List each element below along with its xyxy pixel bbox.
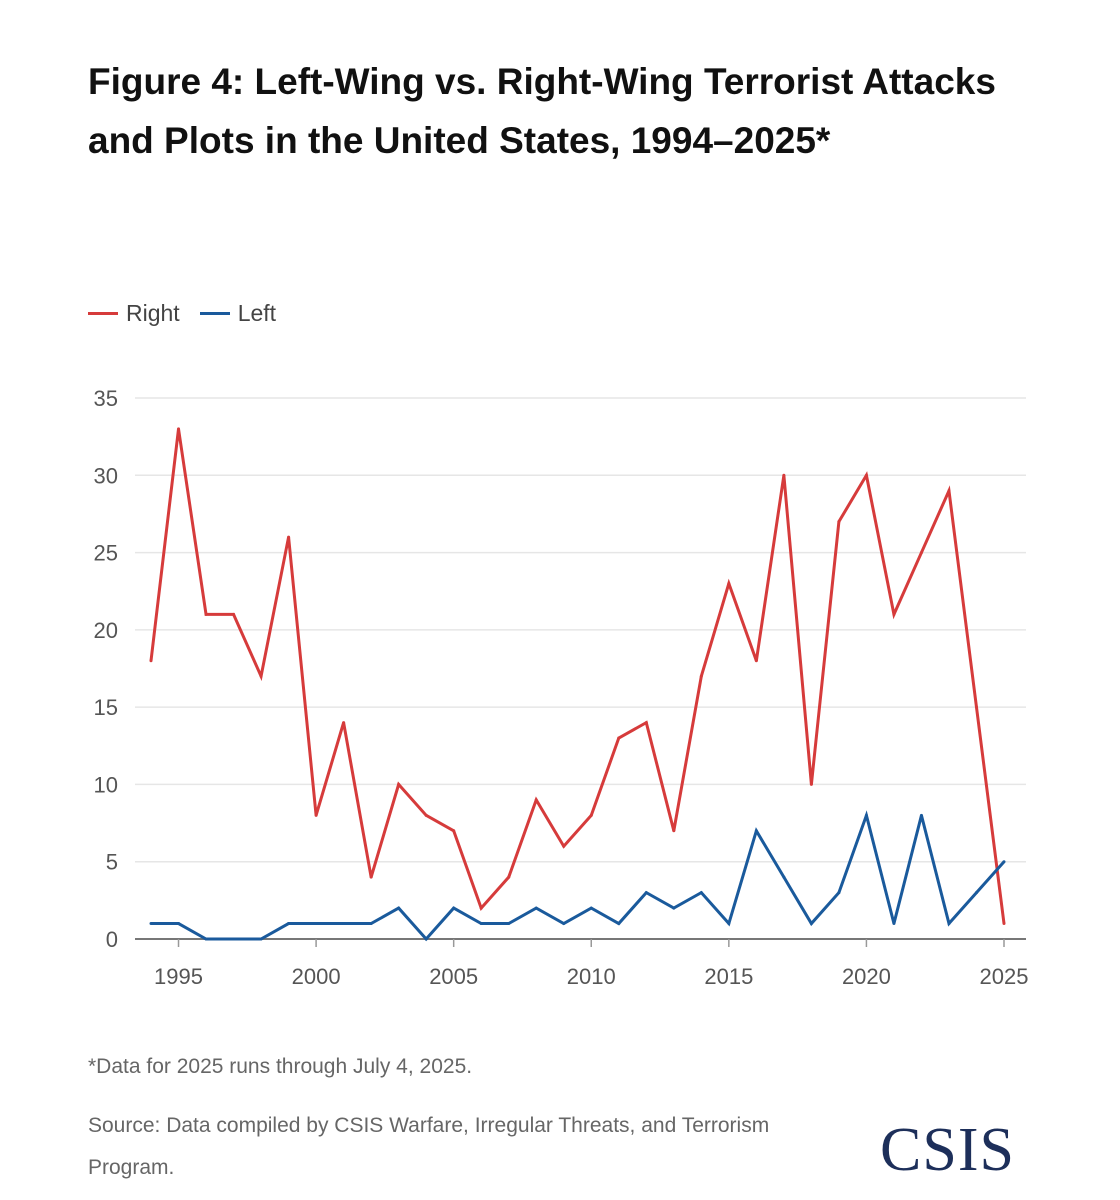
data-point-right (342, 721, 346, 725)
data-point-left (947, 922, 951, 926)
chart-title: Figure 4: Left-Wing vs. Right-Wing Terro… (88, 61, 996, 161)
y-tick-label: 10 (94, 772, 118, 797)
data-point-left (204, 937, 208, 941)
series-line-left (151, 810, 1006, 942)
data-point-left (672, 906, 676, 910)
data-point-left (397, 906, 401, 910)
data-point-left (534, 906, 538, 910)
legend-item-left: Left (199, 300, 277, 327)
data-point-right (149, 659, 153, 663)
data-point-right (782, 473, 786, 477)
y-tick-label: 20 (94, 618, 118, 643)
data-point-left (864, 813, 868, 817)
data-point-left (424, 937, 428, 941)
data-point-right (479, 906, 483, 910)
data-point-right (424, 813, 428, 817)
x-tick-label: 2015 (704, 964, 753, 989)
legend-label-right: Right (126, 300, 180, 326)
data-point-left (479, 922, 483, 926)
data-point-left (617, 922, 621, 926)
data-point-left (727, 922, 731, 926)
data-point-right (369, 875, 373, 879)
data-point-right (892, 612, 896, 616)
data-point-left (314, 922, 318, 926)
y-tick-label: 35 (94, 386, 118, 411)
data-point-right (562, 844, 566, 848)
csis-logo: CSIS (880, 1116, 1015, 1184)
footnote: *Data for 2025 runs through July 4, 2025… (88, 1055, 473, 1078)
data-point-right (314, 813, 318, 817)
data-point-left (177, 922, 181, 926)
data-point-right (397, 782, 401, 786)
data-point-left (837, 891, 841, 895)
data-point-right (837, 520, 841, 524)
series-line-right (149, 428, 1006, 924)
data-point-left (287, 922, 291, 926)
data-point-right (672, 829, 676, 833)
data-point-right (864, 473, 868, 477)
data-point-left (754, 829, 758, 833)
legend-swatch-right (88, 312, 118, 315)
data-point-left (919, 813, 923, 817)
data-point-right (919, 551, 923, 555)
y-tick-label: 30 (94, 463, 118, 488)
data-point-right (754, 659, 758, 663)
data-point-left (782, 875, 786, 879)
data-point-left (589, 906, 593, 910)
data-point-right (1002, 922, 1006, 926)
data-point-right (947, 489, 951, 493)
data-point-right (534, 798, 538, 802)
data-point-left (699, 891, 703, 895)
x-tick-label: 2010 (567, 964, 616, 989)
data-point-right (204, 612, 208, 616)
data-point-left (562, 922, 566, 926)
legend-swatch-left (199, 312, 230, 315)
data-point-left (1002, 860, 1006, 864)
data-point-left (342, 922, 346, 926)
y-tick-label: 25 (94, 541, 118, 566)
legend-label-left: Left (237, 300, 277, 326)
data-point-left (507, 922, 511, 926)
data-point-left (259, 937, 263, 941)
data-point-left (809, 922, 813, 926)
y-tick-label: 5 (106, 850, 118, 875)
data-point-left (974, 891, 978, 895)
data-point-right (727, 581, 731, 585)
data-point-left (369, 922, 373, 926)
data-point-right (617, 736, 621, 740)
source-note: Source: Data compiled by CSIS Warfare, I… (88, 1114, 770, 1179)
data-point-right (644, 721, 648, 725)
x-tick-label: 2025 (980, 964, 1029, 989)
data-point-right (177, 427, 181, 431)
data-point-right (287, 535, 291, 539)
legend-item-right: Right (88, 300, 180, 327)
data-point-left (149, 922, 153, 926)
data-point-right (232, 612, 236, 616)
legend: Right Left (88, 300, 296, 327)
x-tick-label: 2000 (292, 964, 341, 989)
data-point-right (809, 782, 813, 786)
data-point-right (699, 674, 703, 678)
data-point-right (974, 705, 978, 709)
x-tick-label: 1995 (154, 964, 203, 989)
data-point-right (507, 875, 511, 879)
y-tick-label: 0 (106, 927, 118, 952)
data-point-left (232, 937, 236, 941)
y-tick-label: 15 (94, 695, 118, 720)
data-point-left (452, 906, 456, 910)
data-point-right (259, 674, 263, 678)
x-tick-label: 2020 (842, 964, 891, 989)
data-point-left (644, 891, 648, 895)
x-tick-label: 2005 (429, 964, 478, 989)
data-point-right (589, 813, 593, 817)
data-point-left (892, 922, 896, 926)
data-point-right (452, 829, 456, 833)
